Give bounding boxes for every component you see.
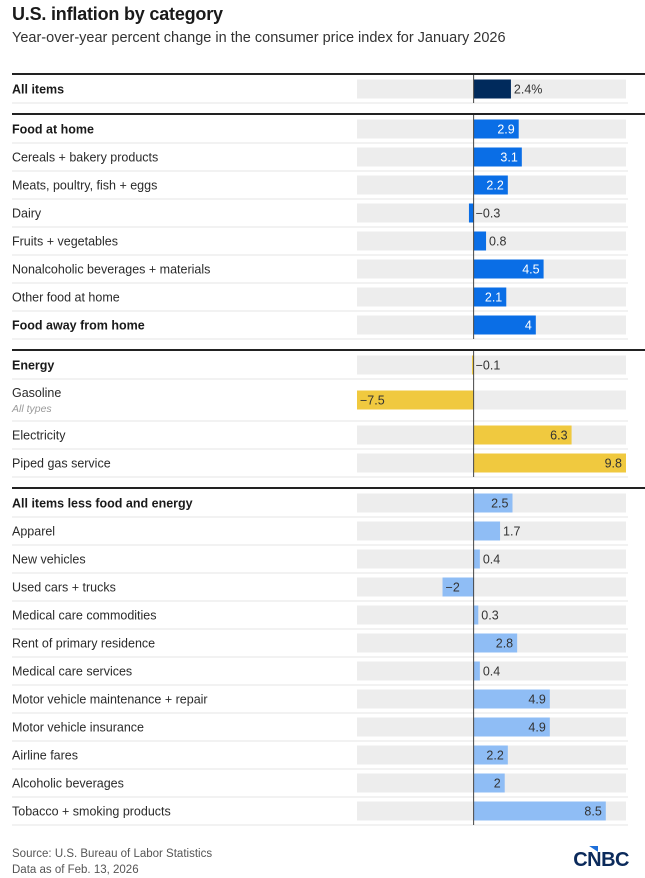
- value-label: 3.1: [500, 151, 517, 165]
- row-label: Used cars + trucks: [12, 581, 116, 595]
- value-label: 2.5: [491, 497, 508, 511]
- bar-track: [357, 605, 626, 625]
- row-label: Food away from home: [12, 319, 145, 333]
- row-label: Nonalcoholic beverages + materials: [12, 263, 210, 277]
- bar: [473, 119, 519, 139]
- bar: [473, 259, 544, 279]
- bar: [473, 287, 507, 307]
- bar-track: [357, 231, 626, 251]
- bar-track: [357, 549, 626, 569]
- row-sublabel: All types: [11, 403, 52, 415]
- value-label: 9.8: [605, 457, 622, 471]
- value-label: −0.1: [476, 359, 501, 373]
- row-label: Airline fares: [12, 749, 78, 763]
- chart-title: U.S. inflation by category: [12, 4, 223, 24]
- value-label: 0.3: [481, 609, 498, 623]
- bar: [473, 315, 536, 335]
- logo-bc: BC: [601, 849, 629, 871]
- row-label: Piped gas service: [12, 457, 111, 471]
- cnbc-logo: CNBC: [573, 849, 629, 872]
- row-label: Medical care services: [12, 665, 132, 679]
- value-label: 1.7: [503, 525, 520, 539]
- value-label: 2.4%: [514, 83, 543, 97]
- source-note: Source: U.S. Bureau of Labor Statistics …: [12, 846, 212, 878]
- bar-track: [357, 355, 626, 375]
- row-label: Rent of primary residence: [12, 637, 155, 651]
- bar: [473, 493, 513, 513]
- row-label: Electricity: [12, 429, 66, 443]
- logo-c: C: [573, 849, 588, 871]
- bar: [473, 773, 505, 793]
- value-label: 4.9: [528, 693, 545, 707]
- data-date: Data as of Feb. 13, 2026: [12, 864, 139, 876]
- value-label: 2.9: [497, 123, 514, 137]
- value-label: 4: [525, 319, 532, 333]
- value-label: 2.2: [486, 749, 503, 763]
- bar: [473, 453, 626, 473]
- bar: [473, 147, 522, 167]
- logo-n: N: [587, 849, 602, 871]
- bar-track: [357, 203, 626, 223]
- value-label: −7.5: [360, 394, 385, 408]
- row-label: Medical care commodities: [12, 609, 157, 623]
- bar: [442, 577, 474, 597]
- bar: [473, 175, 508, 195]
- bar: [473, 549, 480, 569]
- bar: [473, 521, 501, 541]
- row-label: Motor vehicle maintenance + repair: [12, 693, 208, 707]
- row-label: Energy: [12, 359, 54, 373]
- bar: [473, 801, 606, 821]
- row-label: Food at home: [12, 123, 94, 137]
- bar: [473, 745, 508, 765]
- row-label: Motor vehicle insurance: [12, 721, 144, 735]
- row-label: New vehicles: [12, 553, 86, 567]
- value-label: 2.2: [486, 179, 503, 193]
- row-label: Other food at home: [12, 291, 120, 305]
- bar: [357, 390, 474, 410]
- row-label: Tobacco + smoking products: [12, 805, 171, 819]
- row-label: Meats, poultry, fish + eggs: [12, 179, 157, 193]
- chart-subtitle: Year-over-year percent change in the con…: [12, 30, 506, 46]
- value-label: 8.5: [584, 805, 601, 819]
- bar-track: [357, 577, 626, 597]
- row-label: Fruits + vegetables: [12, 235, 118, 249]
- bar: [473, 605, 479, 625]
- row-label: All items less food and energy: [12, 497, 193, 511]
- row-label: All items: [12, 83, 64, 97]
- bar: [473, 633, 518, 653]
- value-label: 2.8: [496, 637, 513, 651]
- value-label: 6.3: [550, 429, 567, 443]
- row-label: Alcoholic beverages: [12, 777, 124, 791]
- value-label: −0.3: [476, 207, 501, 221]
- source-text: Source: U.S. Bureau of Labor Statistics: [12, 848, 213, 860]
- bar: [473, 661, 480, 681]
- bar: [473, 425, 572, 445]
- row-label: Gasoline: [12, 386, 61, 400]
- bar: [473, 717, 550, 737]
- bar: [468, 203, 474, 223]
- value-label: 0.8: [489, 235, 506, 249]
- value-label: −2: [446, 581, 460, 595]
- value-label: 0.4: [483, 665, 500, 679]
- row-label: Cereals + bakery products: [12, 151, 158, 165]
- value-label: 4.9: [528, 721, 545, 735]
- value-label: 0.4: [483, 553, 500, 567]
- row-label: Dairy: [12, 207, 42, 221]
- bar: [473, 689, 550, 709]
- bar-track: [357, 661, 626, 681]
- value-label: 4.5: [522, 263, 539, 277]
- bar: [473, 231, 487, 251]
- bar: [472, 355, 474, 375]
- value-label: 2.1: [485, 291, 502, 305]
- value-label: 2: [494, 777, 501, 791]
- row-label: Apparel: [12, 525, 55, 539]
- bar: [473, 79, 511, 99]
